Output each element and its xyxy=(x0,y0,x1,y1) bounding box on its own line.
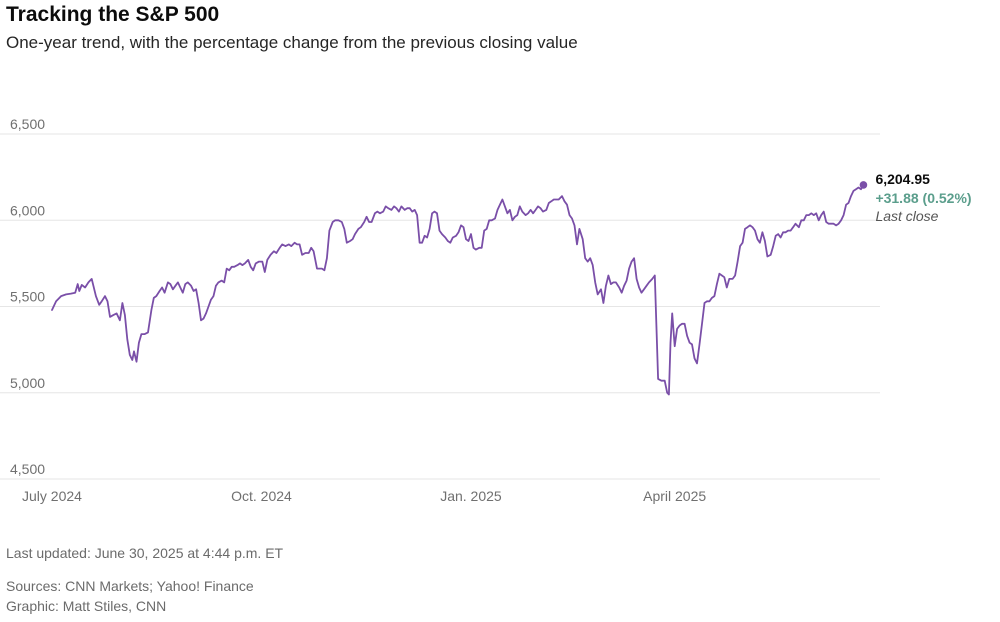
last-updated-note: Last updated: June 30, 2025 at 4:44 p.m.… xyxy=(6,545,284,561)
y-tick-label: 6,000 xyxy=(10,202,45,218)
y-tick-label: 6,500 xyxy=(10,116,45,132)
last-close-point xyxy=(859,181,868,189)
x-tick-label: April 2025 xyxy=(643,488,706,504)
last-close-change: +31.88 (0.52%) xyxy=(875,190,971,206)
y-tick-label: 5,500 xyxy=(10,289,45,305)
y-tick-label: 4,500 xyxy=(10,461,45,477)
last-close-annotation: 6,204.95 +31.88 (0.52%) Last close xyxy=(875,171,971,224)
last-close-value: 6,204.95 xyxy=(875,171,930,187)
y-tick-label: 5,000 xyxy=(10,375,45,391)
x-tick-label: Oct. 2024 xyxy=(231,488,292,504)
series-line xyxy=(51,184,865,396)
chart-subtitle: One-year trend, with the percentage chan… xyxy=(6,33,578,52)
graphic-credit: Graphic: Matt Stiles, CNN xyxy=(6,598,167,614)
x-tick-label: July 2024 xyxy=(22,488,82,504)
y-axis-ticks: 4,500 5,000 5,500 6,000 6,500 xyxy=(10,116,45,477)
grid-layer xyxy=(0,133,880,480)
sources-credit: Sources: CNN Markets; Yahoo! Finance xyxy=(6,578,254,594)
last-close-note: Last close xyxy=(875,208,938,224)
chart-title: Tracking the S&P 500 xyxy=(6,3,220,26)
x-axis-ticks: July 2024 Oct. 2024 Jan. 2025 April 2025 xyxy=(22,488,706,504)
series-layer xyxy=(51,181,868,396)
x-tick-label: Jan. 2025 xyxy=(440,488,502,504)
